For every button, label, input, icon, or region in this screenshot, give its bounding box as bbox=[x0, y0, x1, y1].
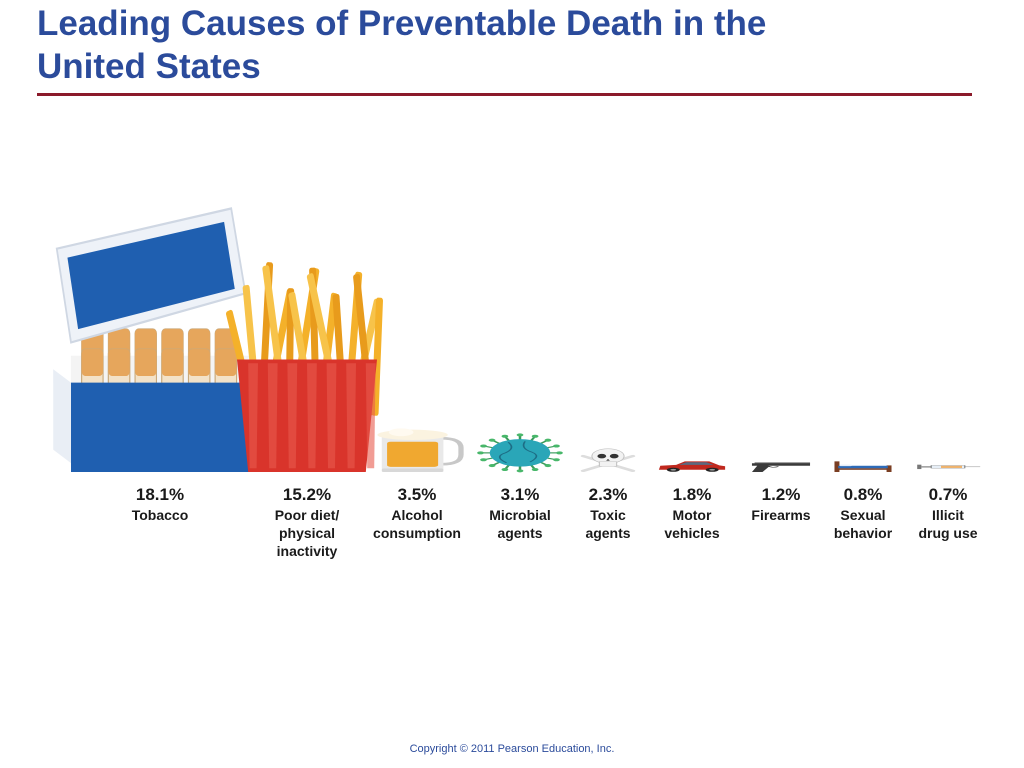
value-label: 3.1% bbox=[501, 485, 540, 504]
copyright-footer: Copyright © 2011 Pearson Education, Inc. bbox=[409, 743, 615, 755]
value-label: 0.8% bbox=[844, 485, 883, 504]
skull-crossbones-icon bbox=[580, 448, 636, 472]
syringe-icon bbox=[917, 464, 981, 470]
title-divider bbox=[37, 93, 972, 96]
category-label: Poor diet/physical inactivity bbox=[275, 507, 340, 559]
car-icon bbox=[658, 461, 726, 472]
value-label: 1.2% bbox=[762, 485, 801, 504]
cigarette-pack-icon bbox=[53, 207, 250, 472]
preventable-death-chart: 18.1% Tobacco 15.2% Poor diet/physical inact… bbox=[53, 207, 981, 559]
category-label: Illicit drug use bbox=[918, 507, 977, 541]
category-label: Microbial agents bbox=[489, 507, 550, 541]
category-label: Firearms bbox=[751, 507, 810, 523]
value-label: 2.3% bbox=[589, 485, 628, 504]
value-label: 1.8% bbox=[673, 485, 712, 504]
category-label: Sexual behavior bbox=[834, 507, 893, 541]
french-fries-icon bbox=[226, 262, 383, 472]
page-title: Leading Causes of Preventable Death in t… bbox=[37, 4, 767, 86]
pistol-icon bbox=[751, 462, 811, 472]
microbe-icon bbox=[477, 433, 563, 473]
category-label: Tobacco bbox=[132, 507, 189, 523]
bed-icon bbox=[834, 461, 892, 472]
beer-mug-icon bbox=[377, 428, 464, 472]
category-label: Toxic agents bbox=[585, 507, 630, 541]
category-label: Alcohol consumption bbox=[373, 507, 461, 541]
value-label: 0.7% bbox=[929, 485, 968, 504]
category-label: Motor vehicles bbox=[664, 507, 719, 541]
value-label: 3.5% bbox=[398, 485, 437, 504]
value-label: 15.2% bbox=[283, 485, 331, 504]
value-label: 18.1% bbox=[136, 485, 184, 504]
